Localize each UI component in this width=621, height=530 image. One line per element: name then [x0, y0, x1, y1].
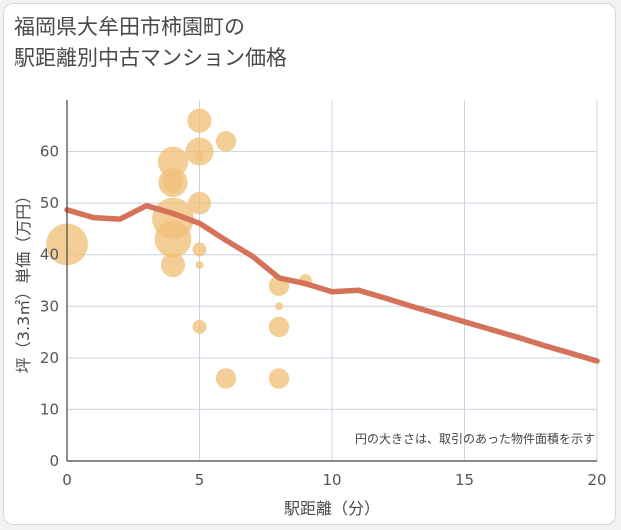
- scatter-point-2: [154, 220, 192, 258]
- scatter-point-8: [185, 137, 214, 166]
- scatter-point-6: [162, 172, 184, 193]
- y-tick-label-1: 10: [40, 400, 59, 418]
- scatter-point-10: [188, 191, 211, 215]
- scatter-point-13: [192, 319, 207, 334]
- x-tick-label-0: 0: [62, 471, 72, 489]
- chart-title: 福岡県大牟田市柿園町の 駅距離別中古マンション価格: [14, 12, 287, 74]
- y-tick-labels: 0 10 20 30 40 50 60: [40, 143, 59, 470]
- x-tick-label-3: 15: [455, 471, 474, 489]
- size-note: 円の大きさは、取引のあった物件面積を示す: [355, 431, 595, 446]
- chart-title-line-2: 駅距離別中古マンション価格: [14, 46, 287, 70]
- scatter-point-18: [268, 316, 290, 338]
- y-tick-label-2: 20: [40, 349, 59, 367]
- scatter-point-4: [157, 146, 189, 178]
- chart-card: [3, 3, 616, 525]
- x-axis-title: 駅距離（分）: [284, 499, 380, 518]
- axis-lines: [66, 100, 597, 462]
- scatter-points: [46, 108, 312, 389]
- gridlines: [66, 100, 598, 462]
- x-tick-label-2: 10: [322, 471, 341, 489]
- scatter-point-9: [195, 152, 204, 161]
- y-tick-label-5: 50: [40, 194, 59, 212]
- scatter-point-15: [215, 368, 237, 389]
- trend-line: [64, 202, 600, 364]
- x-tick-label-4: 20: [587, 471, 606, 489]
- x-tick-label-1: 5: [195, 471, 205, 489]
- scatter-point-17: [275, 302, 283, 311]
- scatter-point-19: [268, 368, 290, 389]
- chart-title-line-1: 福岡県大牟田市柿園町の: [14, 15, 245, 39]
- x-tick-labels: 0 5 10 15 20: [62, 471, 606, 489]
- y-tick-label-4: 40: [40, 246, 59, 264]
- y-axis-title: 坪（3.3㎡）単価（万円）: [14, 188, 33, 373]
- y-tick-label-3: 30: [40, 297, 59, 315]
- scatter-point-12: [195, 261, 204, 269]
- scatter-point-11: [192, 242, 207, 257]
- scatter-point-14: [215, 131, 237, 152]
- scatter-point-7: [187, 108, 212, 133]
- y-tick-label-6: 60: [40, 143, 59, 161]
- y-tick-label-0: 0: [49, 452, 59, 470]
- scatter-point-3: [160, 252, 186, 278]
